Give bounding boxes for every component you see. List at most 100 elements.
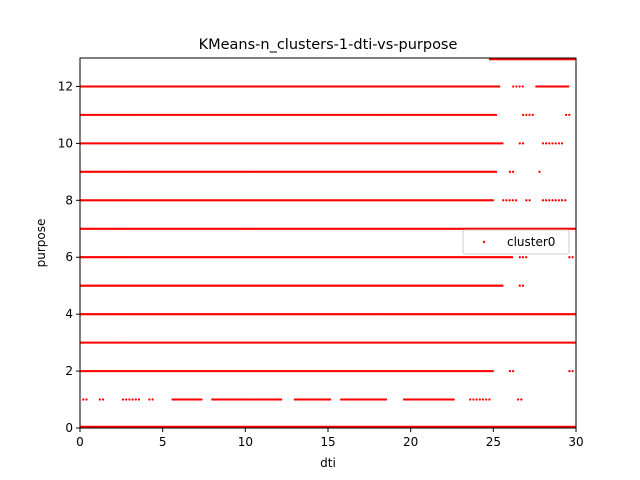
data-point	[198, 227, 202, 230]
data-point	[186, 227, 189, 230]
data-point	[290, 284, 293, 287]
data-point	[407, 398, 411, 401]
data-point	[454, 284, 458, 287]
data-point	[222, 425, 226, 428]
data-point	[469, 199, 472, 202]
data-point	[565, 58, 568, 61]
data-point	[490, 256, 493, 259]
data-point	[214, 398, 217, 401]
data-point	[483, 199, 486, 202]
data-point	[280, 341, 283, 344]
data-point	[149, 369, 152, 373]
data-point	[269, 284, 272, 287]
data-point	[554, 199, 557, 202]
data-point	[94, 341, 98, 344]
data-point	[461, 227, 464, 230]
data-point	[571, 313, 574, 316]
data-point	[82, 284, 85, 287]
data-point	[85, 142, 88, 145]
data-point	[347, 284, 350, 287]
data-point	[120, 170, 123, 173]
data-point	[293, 256, 296, 259]
data-point	[344, 85, 347, 88]
data-point	[270, 284, 274, 287]
data-point	[483, 170, 486, 173]
data-point	[533, 425, 536, 428]
data-point	[424, 142, 427, 145]
data-point	[453, 425, 456, 428]
data-point	[322, 341, 325, 344]
data-point	[171, 199, 174, 202]
data-point	[518, 85, 521, 88]
data-point	[238, 284, 242, 287]
data-point	[366, 341, 370, 344]
data-point	[302, 142, 306, 145]
data-point	[98, 256, 101, 259]
data-point	[427, 199, 430, 202]
data-point	[462, 113, 466, 117]
data-point	[381, 256, 384, 259]
data-point	[147, 170, 150, 173]
data-point	[110, 425, 114, 428]
data-point	[421, 256, 424, 259]
data-point	[539, 313, 542, 316]
data-point	[334, 113, 338, 117]
data-point	[123, 313, 126, 316]
data-point	[166, 369, 170, 373]
data-point	[278, 284, 282, 287]
data-point	[213, 142, 216, 145]
data-point	[306, 341, 309, 344]
data-point	[85, 369, 88, 373]
data-point	[384, 227, 387, 230]
data-point	[443, 142, 446, 145]
data-point	[395, 113, 398, 117]
data-point	[350, 113, 354, 117]
data-point	[138, 142, 141, 145]
x-axis-label: dti	[320, 456, 336, 470]
data-point	[210, 256, 213, 259]
data-point	[354, 341, 357, 344]
data-point	[312, 256, 315, 259]
data-point	[302, 227, 306, 230]
data-point	[126, 256, 130, 259]
data-point	[296, 256, 299, 259]
data-point	[334, 341, 338, 344]
data-point	[498, 284, 501, 287]
data-point	[114, 425, 117, 428]
data-point	[90, 227, 93, 230]
data-point	[349, 398, 352, 401]
data-point	[365, 256, 368, 259]
data-point	[350, 284, 354, 287]
data-point	[192, 170, 195, 173]
data-point	[350, 425, 354, 428]
data-point	[270, 113, 274, 117]
data-point	[101, 341, 104, 344]
data-point	[254, 341, 258, 344]
data-point	[370, 227, 373, 230]
data-point	[446, 284, 450, 287]
data-point	[118, 113, 122, 117]
data-point	[408, 199, 411, 202]
data-point	[541, 142, 545, 145]
data-point	[210, 113, 213, 117]
data-point	[341, 398, 344, 401]
data-point	[219, 142, 222, 145]
data-point	[511, 58, 514, 61]
data-point	[499, 256, 502, 259]
data-point	[253, 313, 256, 316]
data-point	[283, 284, 286, 287]
data-point	[370, 341, 373, 344]
data-point	[494, 284, 498, 287]
data-point	[246, 199, 250, 202]
data-point	[494, 256, 498, 259]
data-point	[293, 313, 296, 316]
data-point	[418, 398, 422, 401]
data-point	[304, 398, 308, 401]
data-point	[554, 85, 557, 88]
data-point	[544, 58, 548, 61]
data-point	[195, 227, 198, 230]
data-point	[510, 341, 514, 344]
data-point	[328, 227, 331, 230]
data-point	[438, 199, 442, 202]
data-point	[378, 227, 381, 230]
